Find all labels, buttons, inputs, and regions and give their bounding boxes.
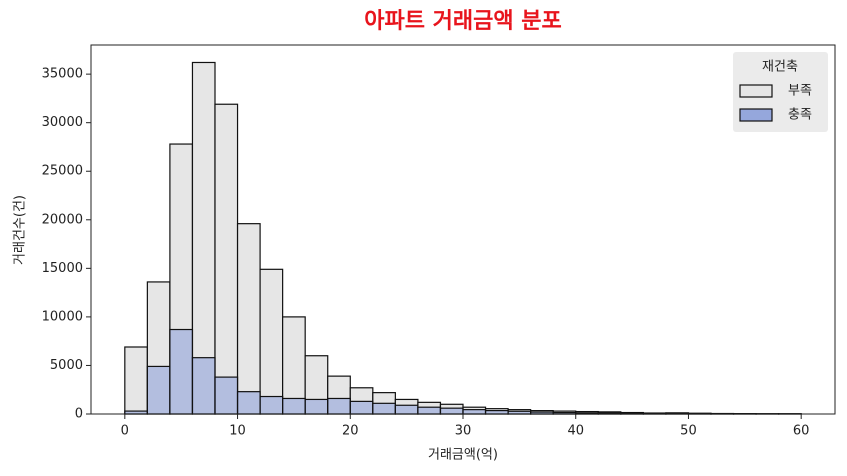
histogram-bar — [236, 391, 261, 415]
histogram-bar — [417, 406, 442, 415]
x-tick-label: 20 — [342, 424, 359, 439]
histogram-bar — [259, 395, 284, 415]
legend-label: 부족 — [788, 84, 812, 99]
histogram-bar — [214, 103, 239, 415]
chart-title: 아파트 거래금액 분포 — [364, 9, 561, 34]
histogram-bar — [439, 407, 464, 415]
histogram-bar — [236, 223, 261, 415]
legend-swatch — [739, 108, 773, 122]
x-tick-label: 50 — [680, 424, 697, 439]
y-tick-label: 15000 — [42, 261, 83, 276]
x-tick-label: 60 — [793, 424, 810, 439]
x-tick-label: 10 — [229, 424, 246, 439]
y-tick-label: 20000 — [42, 212, 83, 227]
x-axis-label: 거래금액(억) — [428, 448, 498, 463]
histogram-bar — [484, 410, 509, 415]
y-tick-label: 35000 — [42, 67, 83, 82]
x-tick-label: 30 — [455, 424, 472, 439]
y-tick-label: 30000 — [42, 115, 83, 130]
y-tick-label: 5000 — [50, 358, 83, 373]
histogram-bar — [462, 409, 487, 415]
histogram-bar — [124, 346, 148, 415]
histogram-bar — [259, 268, 284, 415]
histogram-bar — [146, 365, 171, 415]
y-axis-label: 거래건수(건) — [13, 195, 28, 265]
histogram-bar — [349, 400, 374, 415]
y-tick-label: 0 — [75, 407, 83, 422]
histogram-bar — [169, 328, 194, 415]
legend-swatch — [739, 84, 773, 98]
histogram-bar — [304, 398, 329, 415]
y-tick-label: 25000 — [42, 164, 83, 179]
x-tick-label: 0 — [121, 424, 129, 439]
histogram-bar — [327, 397, 351, 415]
x-tick-label: 40 — [567, 424, 584, 439]
legend-title: 재건축 — [762, 60, 798, 75]
histogram-bar — [372, 402, 396, 415]
histogram-bar — [282, 397, 306, 415]
histogram-bar — [191, 357, 216, 415]
histogram-bar — [394, 404, 419, 415]
legend-label: 충족 — [788, 108, 812, 123]
histogram-bar — [214, 376, 239, 415]
y-tick-label: 10000 — [42, 309, 83, 324]
